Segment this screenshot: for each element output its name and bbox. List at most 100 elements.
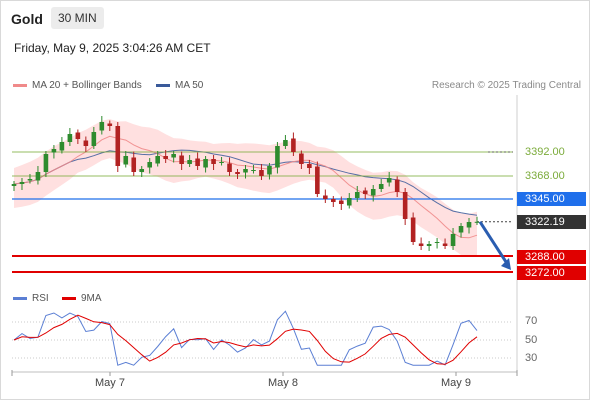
candle-body [163, 156, 168, 159]
candle-body [259, 170, 264, 176]
candle-body [402, 192, 408, 219]
candle-body [91, 132, 97, 146]
asset-name: Gold [11, 11, 43, 27]
x-tick-may8: May 8 [268, 377, 298, 389]
candle-body [195, 158, 200, 166]
candle-body [99, 122, 105, 131]
candle-body [131, 157, 137, 172]
resistance-2-label: 3392.00 [525, 146, 565, 158]
axis-layer [11, 95, 518, 376]
forecast-arrow-layer [478, 220, 511, 270]
pivot-tag: 3345.00 [517, 192, 586, 206]
candle-body [267, 166, 272, 175]
candlestick-layer [11, 116, 480, 251]
candle-body [474, 221, 480, 223]
candle-body [155, 156, 160, 164]
candle-body [331, 199, 336, 202]
candle-body [11, 184, 17, 186]
last-price-tag: 3322.19 [517, 215, 586, 229]
candle-body [59, 142, 65, 151]
rsi-tick-50: 50 [525, 334, 538, 346]
x-tick-may9: May 9 [441, 377, 471, 389]
candle-body [171, 154, 176, 158]
candle-body [51, 149, 57, 153]
bollinger-band-layer [14, 119, 477, 257]
rsi-swatch [13, 296, 27, 300]
candle-body [354, 192, 360, 198]
legend-ma20-label: MA 20 + Bollinger Bands [32, 80, 142, 91]
candle-body [394, 179, 400, 192]
candle-body [235, 172, 240, 174]
candle-body [115, 126, 121, 166]
resistance-1-label: 3368.00 [525, 170, 565, 182]
candle-body [251, 170, 256, 171]
price-level-layer [12, 151, 513, 273]
candle-body [386, 178, 392, 183]
legend-rsi-ma-label: 9MA [81, 293, 102, 304]
candle-body [378, 184, 384, 189]
legend-ma50: MA 50 [156, 80, 203, 91]
ma20-swatch [13, 83, 27, 87]
candle-body [410, 217, 416, 242]
legend-ma50-label: MA 50 [175, 80, 204, 91]
candle-body [299, 153, 304, 164]
candle-body [434, 242, 440, 243]
candle-body [219, 162, 224, 163]
header: Gold 30 MIN [0, 0, 590, 36]
candle-body [147, 162, 153, 168]
candle-body [418, 243, 424, 246]
candle-body [67, 134, 73, 142]
candle-body [307, 164, 312, 168]
candle-body [187, 160, 192, 164]
candle-body [123, 156, 129, 165]
candle-body [315, 166, 320, 194]
support-2-tag: 3272.00 [517, 266, 586, 280]
candle-body [107, 123, 113, 126]
candle-body [338, 200, 344, 204]
candle-body [211, 159, 216, 164]
ma50-line [13, 149, 478, 216]
bollinger-band [14, 119, 477, 257]
rsi-line [13, 310, 478, 366]
candle-body [139, 169, 145, 172]
chart-datetime: Friday, May 9, 2025 3:04:26 AM CET [14, 41, 211, 55]
rsi-ma-swatch [62, 296, 76, 300]
candle-body [323, 195, 328, 199]
candle-body [346, 198, 352, 206]
timeframe-badge[interactable]: 30 MIN [51, 7, 104, 29]
candle-body [19, 182, 25, 184]
candle-body [466, 222, 472, 228]
legend-rsi-label: RSI [32, 293, 49, 304]
candle-body [35, 172, 41, 181]
candle-body [370, 189, 376, 196]
research-credit: Research © 2025 Trading Central [431, 80, 581, 91]
candle-body [243, 169, 248, 173]
support-1-tag: 3288.00 [517, 250, 586, 264]
legend-rsi-ma: 9MA [62, 293, 102, 304]
legend-rsi: RSI [13, 293, 49, 304]
candle-body [291, 138, 296, 152]
rsi-tick-30: 30 [525, 352, 538, 364]
candle-body [362, 190, 368, 194]
candle-body [450, 234, 456, 246]
candle-body [203, 159, 208, 168]
candle-body [458, 226, 464, 233]
candle-body [442, 243, 448, 246]
rsi-layer [12, 310, 513, 366]
forecast-arrow-head [501, 258, 511, 270]
candle-body [179, 155, 184, 164]
rsi-ma-line [13, 314, 478, 365]
candle-body [227, 163, 232, 172]
x-tick-may7: May 7 [95, 377, 125, 389]
candle-body [275, 146, 280, 168]
candle-body [283, 140, 288, 146]
candle-body [83, 140, 89, 146]
candle-body [426, 244, 432, 246]
legend-ma20: MA 20 + Bollinger Bands [13, 80, 142, 91]
rsi-tick-70: 70 [525, 315, 538, 327]
candle-body [27, 179, 33, 181]
candle-body [75, 132, 81, 139]
ma50-swatch [156, 83, 170, 87]
candle-body [43, 154, 49, 172]
